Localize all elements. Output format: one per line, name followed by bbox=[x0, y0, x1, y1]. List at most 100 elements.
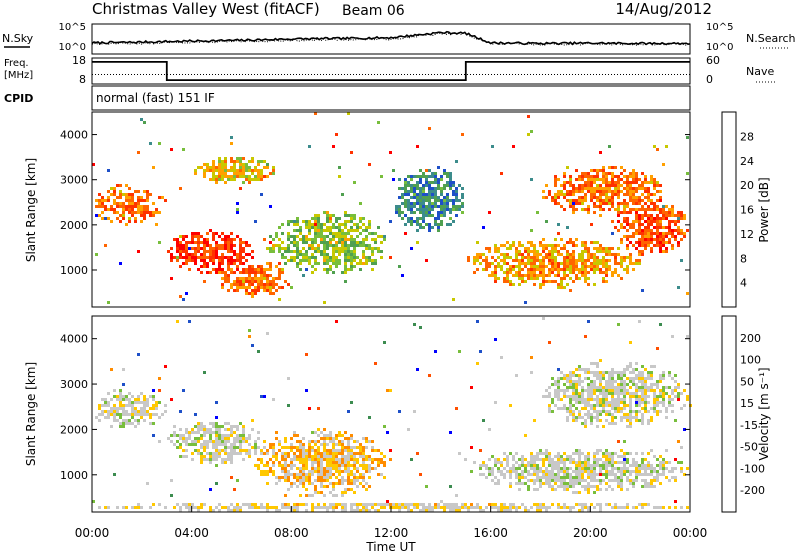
power-cell bbox=[593, 169, 596, 172]
velocity-colorbar-tick: -100 bbox=[740, 462, 765, 475]
velocity-cell bbox=[290, 449, 293, 452]
velocity-cell bbox=[107, 401, 110, 404]
power-cell bbox=[254, 220, 257, 223]
velocity-cell bbox=[554, 380, 557, 383]
power-cell bbox=[128, 199, 131, 202]
velocity-cell bbox=[374, 509, 377, 512]
power-cell bbox=[248, 181, 251, 184]
power-cell bbox=[176, 256, 179, 259]
velocity-cell bbox=[620, 380, 623, 383]
power-cell bbox=[575, 277, 578, 280]
velocity-cell bbox=[656, 458, 659, 461]
velocity-cell bbox=[356, 506, 359, 509]
power-cell bbox=[644, 247, 647, 250]
velocity-cell bbox=[335, 437, 338, 440]
velocity-cell bbox=[215, 506, 218, 509]
power-cell bbox=[626, 223, 629, 226]
velocity-cell bbox=[599, 392, 602, 395]
power-cell bbox=[569, 190, 572, 193]
power-cell bbox=[587, 253, 590, 256]
velocity-cell bbox=[527, 509, 530, 512]
velocity-cell bbox=[185, 506, 188, 509]
velocity-cell bbox=[569, 395, 572, 398]
power-cell bbox=[548, 190, 551, 193]
power-cell bbox=[323, 301, 326, 304]
power-cell bbox=[551, 280, 554, 283]
velocity-cell bbox=[599, 413, 602, 416]
velocity-cell bbox=[647, 410, 650, 413]
power-cell bbox=[449, 175, 452, 178]
velocity-cell bbox=[185, 455, 188, 458]
velocity-cell bbox=[674, 380, 677, 383]
velocity-cell bbox=[287, 488, 290, 491]
power-cell bbox=[302, 253, 305, 256]
power-cell bbox=[455, 193, 458, 196]
velocity-cell bbox=[554, 389, 557, 392]
power-cell bbox=[338, 238, 341, 241]
velocity-cell bbox=[110, 413, 113, 416]
power-cell bbox=[587, 178, 590, 181]
velocity-cell bbox=[578, 482, 581, 485]
power-cell bbox=[590, 196, 593, 199]
velocity-cell bbox=[578, 503, 581, 506]
velocity-cell bbox=[488, 470, 491, 473]
power-cell bbox=[293, 244, 296, 247]
velocity-cell bbox=[614, 506, 617, 509]
velocity-cell bbox=[383, 506, 386, 509]
velocity-cell bbox=[593, 410, 596, 413]
power-cell bbox=[260, 175, 263, 178]
power-cell bbox=[521, 253, 524, 256]
velocity-cell bbox=[656, 413, 659, 416]
velocity-cell bbox=[362, 455, 365, 458]
power-cell bbox=[269, 262, 272, 265]
velocity-cell bbox=[242, 431, 245, 434]
velocity-cell bbox=[605, 410, 608, 413]
velocity-cell bbox=[302, 479, 305, 482]
power-cell bbox=[311, 271, 314, 274]
power-cell bbox=[188, 241, 191, 244]
velocity-cell bbox=[365, 503, 368, 506]
velocity-cell bbox=[587, 509, 590, 512]
velocity-cell bbox=[599, 464, 602, 467]
power-cell bbox=[245, 253, 248, 256]
velocity-cell bbox=[236, 506, 239, 509]
velocity-cell bbox=[203, 428, 206, 431]
power-cell bbox=[239, 241, 242, 244]
power-cell bbox=[368, 223, 371, 226]
power-cell bbox=[200, 247, 203, 250]
power-cell bbox=[524, 262, 527, 265]
power-cell bbox=[107, 301, 110, 304]
velocity-cell bbox=[587, 377, 590, 380]
power-cell bbox=[251, 172, 254, 175]
velocity-cell bbox=[542, 482, 545, 485]
velocity-cell bbox=[293, 482, 296, 485]
velocity-cell bbox=[581, 464, 584, 467]
velocity-cell bbox=[608, 380, 611, 383]
power-cell bbox=[320, 238, 323, 241]
power-cell bbox=[290, 241, 293, 244]
power-cell bbox=[332, 253, 335, 256]
power-cell bbox=[569, 178, 572, 181]
velocity-cell bbox=[437, 503, 440, 506]
velocity-cell bbox=[578, 479, 581, 482]
velocity-cell bbox=[566, 470, 569, 473]
velocity-cell bbox=[635, 464, 638, 467]
velocity-cell bbox=[593, 467, 596, 470]
power-cell bbox=[629, 259, 632, 262]
velocity-cell bbox=[320, 485, 323, 488]
velocity-cell bbox=[479, 350, 482, 353]
velocity-cell bbox=[311, 461, 314, 464]
velocity-cell bbox=[185, 431, 188, 434]
velocity-cell bbox=[575, 470, 578, 473]
velocity-cell bbox=[587, 506, 590, 509]
power-cell bbox=[218, 262, 221, 265]
power-cell bbox=[587, 190, 590, 193]
power-cell bbox=[455, 196, 458, 199]
power-cell bbox=[125, 199, 128, 202]
power-cell bbox=[419, 211, 422, 214]
velocity-cell bbox=[236, 437, 239, 440]
power-cell bbox=[419, 178, 422, 181]
power-cell bbox=[326, 247, 329, 250]
power-cell bbox=[638, 226, 641, 229]
power-cell bbox=[206, 166, 209, 169]
